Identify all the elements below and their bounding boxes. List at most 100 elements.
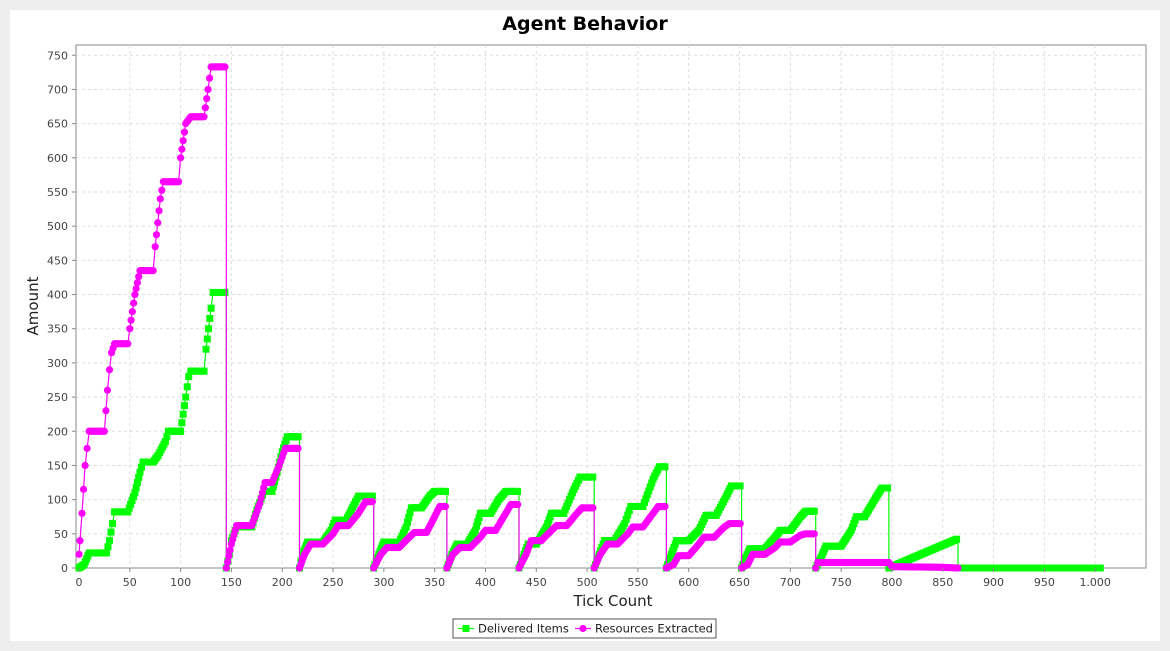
data-point (102, 549, 110, 557)
data-point (810, 507, 818, 515)
y-tick-label: 150 (47, 459, 68, 472)
data-point (589, 473, 597, 481)
data-point (883, 484, 891, 492)
data-point (474, 518, 482, 526)
x-tick-label: 100 (170, 576, 191, 589)
data-point (625, 507, 633, 515)
data-point (128, 308, 136, 316)
data-point (102, 407, 110, 415)
legend: Delivered Items Resources Extracted (452, 618, 717, 639)
data-point (130, 299, 138, 307)
data-point (177, 427, 185, 435)
data-point (643, 491, 651, 499)
data-point (812, 564, 820, 572)
chart-canvas: Agent Behavior 0 50 100 150 200 250 300 350 400 4… (24, 13, 1147, 639)
data-point (132, 484, 140, 492)
data-point (471, 526, 479, 534)
series-resources-extracted (75, 63, 962, 572)
data-point (648, 479, 656, 487)
data-point (182, 393, 190, 401)
data-point (269, 483, 277, 491)
data-point (224, 558, 232, 566)
x-tick-label: 700 (780, 576, 801, 589)
data-point (177, 154, 185, 162)
data-point (200, 367, 208, 375)
data-point (1096, 564, 1104, 572)
y-tick-label: 750 (47, 49, 68, 62)
data-point (225, 552, 233, 560)
data-point (221, 63, 229, 71)
data-point (403, 518, 411, 526)
y-axis-label: Amount (24, 276, 42, 335)
data-point (155, 207, 163, 215)
data-point (161, 438, 169, 446)
data-point (154, 219, 162, 227)
x-axis-label: Tick Count (572, 592, 652, 610)
data-point (226, 546, 234, 554)
y-tick-label: 300 (47, 357, 68, 370)
data-point (222, 564, 230, 572)
data-point (124, 508, 132, 516)
legend-swatch-marker (462, 625, 470, 632)
y-tick-label: 500 (47, 220, 68, 233)
data-point (206, 314, 214, 322)
plot-area (75, 44, 1147, 569)
x-tick-label: 150 (221, 576, 242, 589)
data-point (622, 515, 630, 523)
data-point (281, 440, 289, 448)
x-tick-label: 650 (729, 576, 750, 589)
data-point (137, 463, 145, 471)
data-point (203, 94, 211, 103)
chart-title: Agent Behavior (502, 13, 668, 35)
x-tick-label: 200 (272, 576, 293, 589)
data-point (200, 113, 208, 121)
data-point (179, 410, 187, 418)
data-point (589, 504, 597, 512)
data-point (736, 519, 744, 528)
data-point (180, 402, 188, 410)
data-point (406, 509, 414, 517)
data-point (128, 496, 136, 504)
data-point (621, 520, 629, 528)
data-point (136, 468, 144, 476)
legend-swatch-marker (579, 624, 587, 633)
data-point (180, 128, 189, 136)
data-point (76, 537, 84, 545)
y-tick-label: 700 (47, 83, 68, 96)
data-point (152, 231, 161, 239)
data-point (953, 535, 961, 543)
data-point (125, 504, 133, 512)
data-point (178, 419, 186, 427)
x-tick-label: 300 (373, 576, 394, 589)
x-tick-label: 850 (932, 576, 953, 589)
series-layer (75, 63, 1104, 572)
axes: 0501001502002503003504004505005506006507… (47, 49, 1111, 589)
data-point (103, 386, 112, 394)
data-point (158, 186, 166, 194)
x-tick-label: 50 (123, 576, 137, 589)
data-point (109, 520, 117, 528)
x-tick-label: 500 (577, 576, 598, 589)
y-tick-label: 100 (47, 494, 68, 507)
data-point (203, 335, 211, 343)
x-tick-label: 400 (475, 576, 496, 589)
data-point (179, 137, 187, 145)
data-point (133, 278, 142, 287)
data-point (810, 530, 818, 538)
data-point (133, 479, 141, 487)
data-point (475, 514, 483, 522)
gridlines (76, 45, 1146, 568)
data-point (368, 492, 376, 500)
data-point (129, 493, 137, 501)
data-point (83, 444, 91, 452)
data-point (294, 444, 302, 452)
x-tick-label: 600 (678, 576, 699, 589)
x-tick-label: 800 (881, 576, 902, 589)
data-point (78, 509, 86, 517)
data-point (126, 325, 134, 333)
data-point (201, 104, 209, 112)
data-point (131, 489, 139, 497)
y-tick-label: 250 (47, 391, 68, 404)
data-point (646, 483, 654, 491)
data-point (79, 485, 88, 493)
